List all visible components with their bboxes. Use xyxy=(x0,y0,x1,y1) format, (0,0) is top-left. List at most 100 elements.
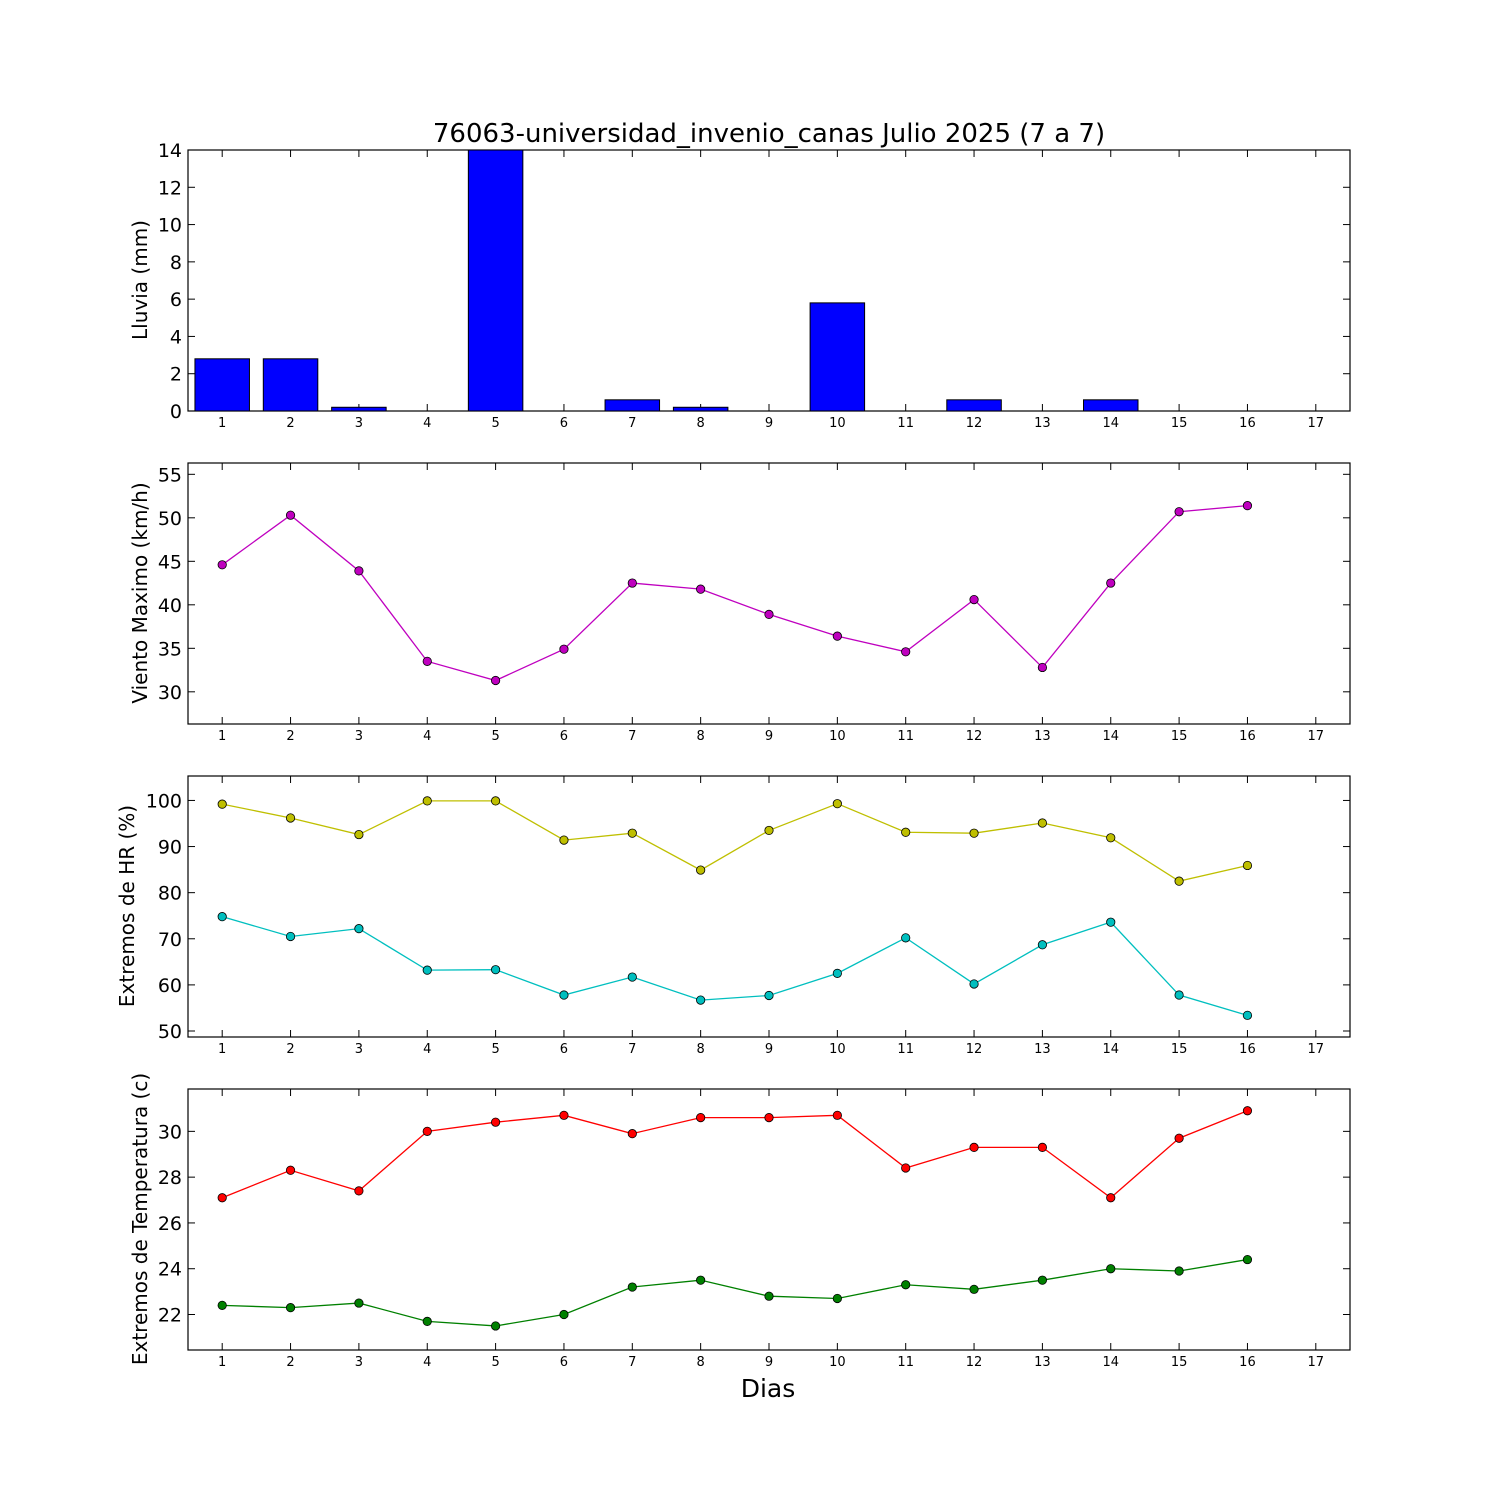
chart-title: 76063-universidad_invenio_canas Julio 20… xyxy=(433,119,1105,149)
temperature-series-2-point xyxy=(1174,1266,1184,1276)
rain-ytick-label: 14 xyxy=(158,140,182,162)
temperature-series-2-point xyxy=(1242,1254,1253,1265)
temperature-series-2-point xyxy=(1106,1264,1116,1274)
temperature-series-2-point xyxy=(217,1300,227,1310)
humidity-ytick-label: 90 xyxy=(158,837,182,859)
humidity-xtick-label: 6 xyxy=(560,1042,568,1057)
wind-series-1-point xyxy=(969,594,979,605)
rain-ytick-label: 10 xyxy=(158,215,182,237)
rain-xtick-label: 8 xyxy=(697,416,705,431)
humidity-series-1-point xyxy=(1037,818,1048,828)
humidity-y-axis-label: Extremos de HR (%) xyxy=(115,805,139,1007)
rain-ytick-label: 0 xyxy=(170,401,182,423)
temperature-ytick-label: 26 xyxy=(158,1213,182,1235)
temperature-series-2-point xyxy=(696,1275,706,1285)
temperature-xtick-label: 5 xyxy=(491,1355,499,1370)
temperature-series-1-point xyxy=(559,1110,569,1120)
wind-xtick-label: 15 xyxy=(1171,729,1188,744)
humidity-xtick-label: 15 xyxy=(1171,1042,1188,1057)
temperature-series-1-point xyxy=(1174,1133,1184,1143)
rain-bar xyxy=(194,358,250,412)
temperature-series-2-point xyxy=(969,1284,979,1294)
wind-series-1-point xyxy=(354,566,364,576)
wind-ytick-label: 55 xyxy=(158,464,182,486)
wind-xtick-label: 4 xyxy=(423,729,431,744)
wind-ytick-label: 35 xyxy=(158,638,182,660)
humidity-series-2-point xyxy=(1037,940,1048,950)
wind-series-1-point xyxy=(832,631,842,641)
temperature-ytick-label: 30 xyxy=(158,1121,182,1143)
temperature-xtick-label: 15 xyxy=(1171,1355,1188,1370)
temperature-xtick-label: 9 xyxy=(765,1355,773,1370)
rain-xtick-label: 3 xyxy=(355,416,363,431)
wind-series-1-point xyxy=(1242,501,1253,511)
humidity-ytick-label: 80 xyxy=(158,883,182,905)
temperature-series-2-point xyxy=(559,1309,569,1320)
humidity-xtick-label: 14 xyxy=(1102,1042,1119,1057)
temperature-xtick-label: 14 xyxy=(1102,1355,1119,1370)
humidity-ytick-label: 100 xyxy=(146,790,182,812)
temperature-series-1-point xyxy=(422,1126,432,1136)
humidity-series-1-point xyxy=(490,796,501,806)
rain-xtick-label: 16 xyxy=(1239,416,1256,431)
rain-ytick-label: 2 xyxy=(170,364,182,386)
humidity-series-2-point xyxy=(1174,990,1184,1000)
wind-series-1-point xyxy=(1174,507,1184,517)
rain-ytick-label: 4 xyxy=(170,326,182,348)
temperature-series-2-point xyxy=(354,1298,364,1308)
rain-xtick-label: 6 xyxy=(560,416,568,431)
rain-xtick-label: 13 xyxy=(1034,416,1051,431)
rain-ytick-label: 8 xyxy=(170,252,182,274)
humidity-series-1-point xyxy=(969,828,979,838)
temperature-series-1-point xyxy=(354,1186,364,1196)
humidity-ytick-label: 60 xyxy=(158,975,182,997)
wind-xtick-label: 13 xyxy=(1034,729,1051,744)
wind-series-1-point xyxy=(627,578,637,588)
wind-xtick-label: 5 xyxy=(491,729,499,744)
humidity-xtick-label: 2 xyxy=(286,1042,294,1057)
humidity-xtick-label: 5 xyxy=(491,1042,499,1057)
humidity-xtick-label: 8 xyxy=(697,1042,705,1057)
rain-bar xyxy=(262,358,319,412)
rain-xtick-label: 7 xyxy=(628,416,636,431)
temperature-series-2-point xyxy=(285,1303,296,1313)
temperature-xtick-label: 2 xyxy=(286,1355,294,1370)
temperature-series-1-point xyxy=(627,1129,637,1139)
wind-series-1-point xyxy=(764,609,774,619)
wind-ytick-label: 45 xyxy=(158,551,182,573)
wind-axes-frame xyxy=(187,462,1351,725)
humidity-series-1-point xyxy=(696,865,706,875)
humidity-series-1-line xyxy=(222,800,1248,882)
humidity-series-2-point xyxy=(696,995,706,1005)
humidity-series-1-point xyxy=(422,796,432,806)
temperature-ytick-label: 28 xyxy=(158,1167,182,1189)
humidity-series-1-point xyxy=(354,829,364,840)
rain-xtick-label: 5 xyxy=(491,416,499,431)
temperature-series-2-line xyxy=(222,1258,1248,1327)
wind-xtick-label: 12 xyxy=(966,729,983,744)
temperature-series-1-point xyxy=(969,1142,979,1152)
rain-bar xyxy=(946,399,1002,412)
temperature-series-1-point xyxy=(490,1117,501,1127)
temperature-xtick-label: 11 xyxy=(897,1355,914,1370)
humidity-ytick-label: 50 xyxy=(158,1021,182,1043)
rain-xtick-label: 4 xyxy=(423,416,431,431)
temperature-series-2-point xyxy=(422,1316,432,1326)
temperature-xtick-label: 3 xyxy=(355,1355,363,1370)
humidity-xtick-label: 12 xyxy=(966,1042,983,1057)
rain-xtick-label: 11 xyxy=(897,416,914,431)
humidity-ytick-label: 70 xyxy=(158,929,182,951)
humidity-series-2-line xyxy=(222,916,1248,1016)
temperature-series-1-point xyxy=(696,1113,706,1123)
humidity-xtick-label: 11 xyxy=(897,1042,914,1057)
rain-bar xyxy=(672,406,729,412)
temperature-series-2-point xyxy=(832,1293,842,1304)
temperature-series-1-point xyxy=(901,1163,911,1173)
temperature-series-1-line xyxy=(221,1110,1248,1199)
rain-axes-frame xyxy=(187,149,1351,412)
temperature-xtick-label: 12 xyxy=(966,1355,983,1370)
